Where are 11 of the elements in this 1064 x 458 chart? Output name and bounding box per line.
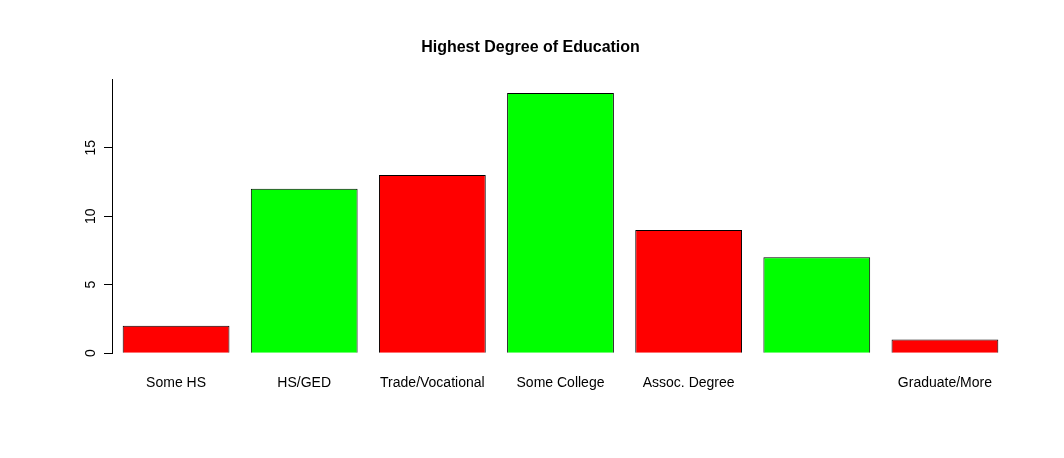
y-tick-label: 5 — [81, 280, 98, 289]
x-tick-label: Some College — [516, 374, 605, 391]
x-tick-label: Trade/Vocational — [380, 374, 485, 391]
y-tick-label: 10 — [81, 208, 98, 224]
chart-title: Highest Degree of Education — [421, 38, 640, 56]
x-tick-label: Some HS — [146, 374, 207, 391]
x-tick-label: HS/GED — [277, 374, 332, 391]
y-tick-label: 0 — [81, 349, 98, 358]
y-tick-label: 15 — [81, 139, 98, 156]
x-tick-label: Graduate/More — [897, 374, 993, 391]
x-tick-label: Assoc. Degree — [642, 374, 735, 391]
